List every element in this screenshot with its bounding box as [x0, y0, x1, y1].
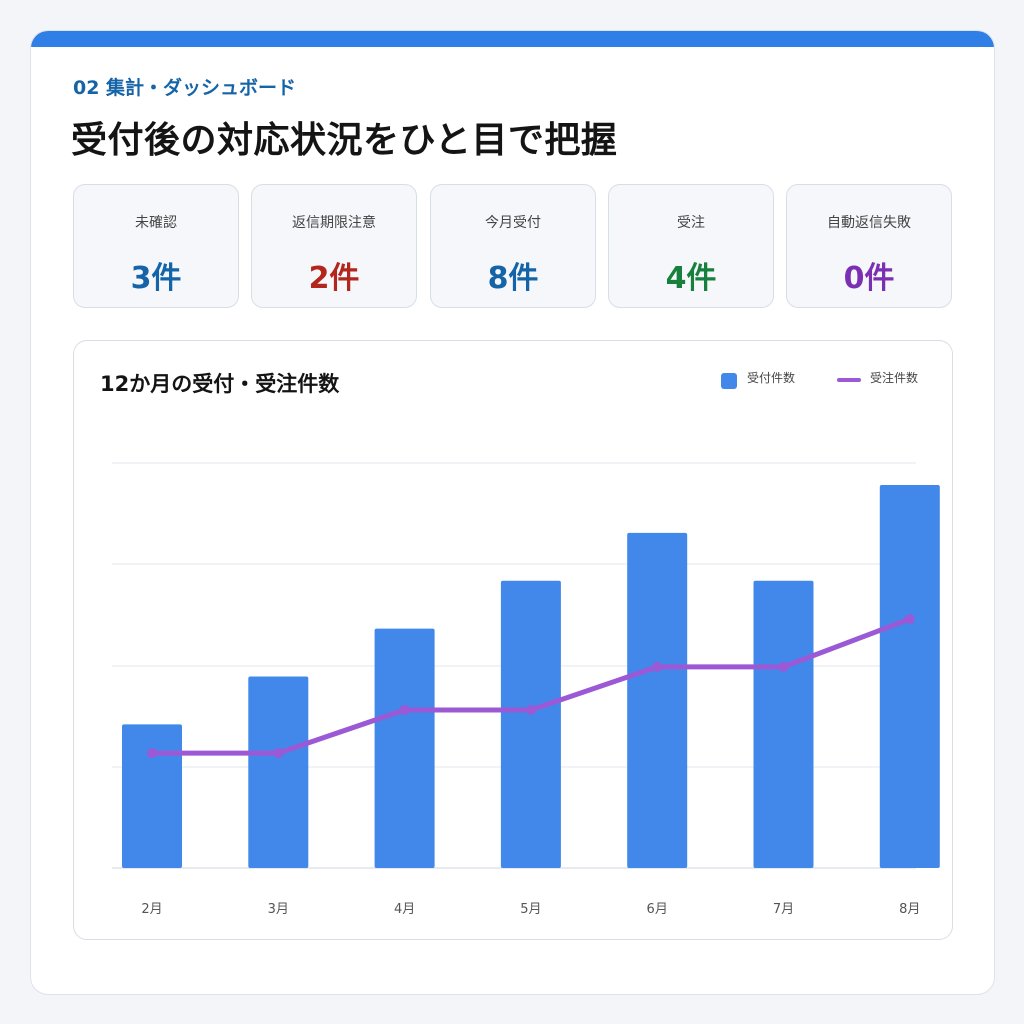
stat-value: 2件	[308, 261, 360, 296]
stat-card-orders[interactable]: 受注 4件	[608, 184, 774, 308]
legend-swatch-line	[837, 378, 861, 382]
point-orders-5月	[525, 704, 536, 715]
stat-card-unconfirmed[interactable]: 未確認 3件	[73, 184, 239, 308]
stat-label: 未確認	[135, 215, 177, 231]
chart-canvas: 2月 3月 4月 5月 6月 7月 8月	[112, 462, 940, 917]
chart-legend: 受付件数 受注件数	[721, 369, 926, 389]
stat-card-autoreply-failed[interactable]: 自動返信失敗 0件	[786, 184, 952, 308]
legend-item-orders[interactable]: 受注件数	[837, 369, 918, 386]
section-eyebrow: 02 集計・ダッシュボード	[73, 77, 297, 99]
stat-value: 8件	[487, 261, 539, 296]
x-tick-label: 2月	[141, 902, 162, 917]
x-tick-label: 6月	[647, 902, 668, 917]
bar-7月	[753, 580, 814, 868]
point-orders-7月	[778, 661, 789, 672]
legend-item-received[interactable]: 受付件数	[721, 369, 796, 389]
stat-value: 4件	[665, 261, 717, 296]
chart-title: 12か月の受付・受注件数	[100, 372, 340, 396]
page-title: 受付後の対応状況をひと目で把握	[71, 120, 618, 161]
stat-card-monthly-received[interactable]: 今月受付 8件	[430, 184, 596, 308]
stat-card-reply-deadline[interactable]: 返信期限注意 2件	[251, 184, 417, 308]
bar-6月	[627, 532, 688, 868]
bar-4月	[374, 628, 435, 868]
bar-8月	[879, 484, 940, 868]
x-tick-label: 4月	[394, 902, 415, 917]
bar-3月	[248, 676, 309, 868]
bar-5月	[500, 580, 561, 868]
stat-label: 受注	[677, 215, 705, 231]
x-tick-label: 5月	[520, 902, 541, 917]
stat-label: 今月受付	[485, 215, 541, 231]
legend-label: 受付件数	[747, 371, 796, 385]
x-tick-label: 7月	[773, 902, 794, 917]
point-orders-2月	[147, 748, 157, 759]
point-orders-3月	[273, 748, 284, 759]
stat-value: 3件	[130, 261, 182, 296]
point-orders-8月	[904, 614, 915, 625]
point-orders-6月	[652, 661, 663, 672]
accent-bar	[31, 31, 994, 47]
legend-swatch-bar	[721, 373, 737, 389]
stat-cards: 未確認 3件 返信期限注意 2件 今月受付 8件 受注 4件 自動返信失敗 0件	[73, 184, 953, 308]
stat-value: 0件	[843, 261, 895, 296]
chart-panel: 2月 3月 4月 5月 6月 7月 8月 12か月の受付・受注件数 受付件数 受注件数	[73, 340, 953, 940]
stat-label: 自動返信失敗	[827, 215, 911, 231]
x-tick-label: 3月	[268, 902, 289, 917]
stat-label: 返信期限注意	[292, 215, 376, 231]
dashboard-card: 02 集計・ダッシュボード 受付後の対応状況をひと目で把握 未確認 3件 返信期…	[30, 30, 995, 995]
x-tick-label: 8月	[899, 902, 920, 917]
point-orders-4月	[399, 704, 410, 715]
bar-2月	[122, 724, 182, 868]
legend-label: 受注件数	[870, 371, 919, 385]
